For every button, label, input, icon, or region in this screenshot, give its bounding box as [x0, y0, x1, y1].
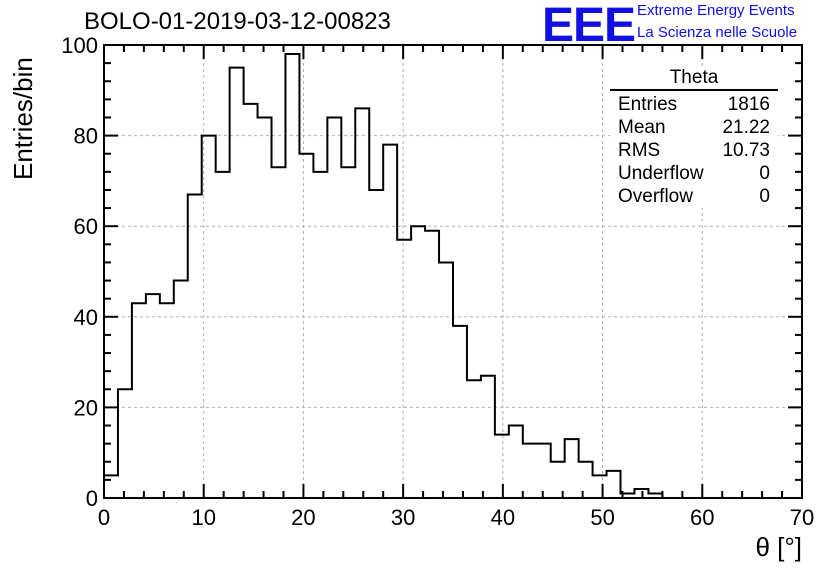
run-title: BOLO-01-2019-03-12-00823 — [84, 8, 391, 35]
histogram-bin — [174, 281, 188, 498]
histogram-bin — [579, 462, 593, 498]
stats-value: 10.73 — [722, 140, 770, 161]
stats-value: 21.22 — [722, 117, 770, 138]
logo-line-1: Extreme Energy Events — [637, 2, 795, 19]
histogram-bin — [188, 194, 202, 498]
histogram-bin — [383, 145, 397, 498]
histogram-bin — [118, 389, 132, 498]
histogram-outline — [103, 53, 802, 499]
histogram-bars — [103, 53, 802, 499]
histogram-bin — [481, 376, 495, 498]
histogram-bin — [299, 154, 313, 498]
histogram-bin — [369, 190, 383, 498]
histogram-bin — [341, 167, 355, 498]
stats-row-rms: RMS 10.73 — [610, 139, 778, 162]
histogram-bin — [258, 117, 272, 498]
stats-row-mean: Mean 21.22 — [610, 116, 778, 139]
histogram-bin — [593, 475, 607, 498]
x-tick-label: 20 — [291, 505, 315, 530]
y-tick-label: 20 — [74, 395, 98, 420]
x-tick-label: 60 — [690, 505, 714, 530]
histogram-bin — [523, 444, 537, 498]
histogram-bin — [272, 167, 286, 498]
stats-value: 1816 — [727, 94, 770, 115]
y-axis-label: Entries/bin — [8, 57, 38, 180]
stats-row-overflow: Overflow 0 — [610, 185, 778, 208]
histogram-bin — [216, 172, 230, 498]
stats-label: Mean — [618, 117, 666, 138]
histogram-bin — [397, 240, 411, 498]
histogram-bin — [411, 226, 425, 498]
x-tick-label: 30 — [391, 505, 415, 530]
tick-labels: 0 10 20 30 40 50 60 70 0 20 40 60 80 100 — [61, 33, 814, 530]
stats-row-entries: Entries 1816 — [610, 93, 778, 116]
stats-box: Theta Entries 1816 Mean 21.22 RMS 10.73 … — [610, 68, 778, 208]
y-tick-label: 40 — [74, 305, 98, 330]
stats-label: RMS — [618, 140, 661, 161]
histogram-bin — [230, 68, 244, 498]
stats-row-underflow: Underflow 0 — [610, 162, 778, 185]
stats-label: Entries — [618, 94, 678, 115]
stats-label: Overflow — [618, 186, 693, 207]
histogram-bin — [439, 262, 453, 498]
y-tick-label: 60 — [74, 214, 98, 239]
histogram-bin — [202, 136, 216, 498]
stats-value: 0 — [759, 186, 770, 207]
histogram-bin — [132, 303, 146, 498]
x-tick-label: 70 — [790, 505, 814, 530]
histogram-bin — [244, 104, 258, 498]
histogram-bin — [104, 475, 118, 498]
histogram-bin — [467, 380, 481, 498]
x-tick-label: 10 — [191, 505, 215, 530]
histogram-bin — [565, 439, 579, 498]
histogram-bin — [327, 117, 341, 498]
histogram-bin — [160, 303, 174, 498]
plot-frame — [103, 44, 803, 499]
x-tick-label: 50 — [590, 505, 614, 530]
stats-title: Theta — [610, 68, 778, 91]
histogram-bin — [313, 172, 327, 498]
histogram-bin — [607, 471, 621, 498]
y-tick-label: 100 — [61, 33, 98, 58]
histogram-bin — [146, 294, 160, 498]
y-tick-label: 80 — [74, 124, 98, 149]
stats-value: 0 — [759, 163, 770, 184]
stats-label: Underflow — [618, 163, 704, 184]
histogram-bin — [537, 444, 551, 498]
x-tick-label: 0 — [98, 505, 110, 530]
x-axis-label: θ [°] — [755, 532, 802, 562]
y-tick-label: 0 — [86, 486, 98, 511]
x-tick-label: 40 — [491, 505, 515, 530]
histogram-bin — [285, 54, 299, 498]
histogram-bin — [355, 108, 369, 498]
histogram-bin — [453, 326, 467, 498]
eee-logo: EEE — [542, 0, 636, 52]
histogram-bin — [509, 426, 523, 498]
logo-line-2: La Scienza nelle Scuole — [637, 24, 798, 41]
histogram-bin — [425, 231, 439, 498]
